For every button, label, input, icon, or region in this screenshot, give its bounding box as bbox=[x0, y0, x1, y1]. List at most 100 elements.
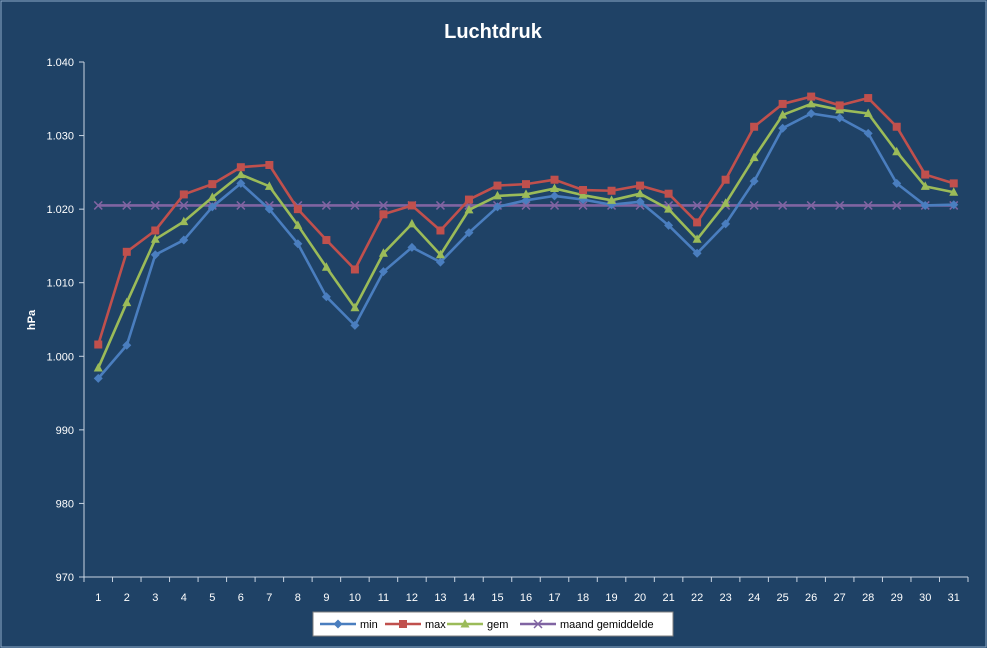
marker-stroke bbox=[435, 200, 445, 210]
marker-stroke bbox=[350, 200, 360, 210]
data-point-marker bbox=[464, 228, 474, 238]
x-tick-label: 13 bbox=[434, 592, 446, 604]
data-point-marker bbox=[207, 192, 217, 201]
data-point-marker bbox=[378, 200, 388, 210]
legend-label: max bbox=[425, 619, 446, 631]
data-point-marker bbox=[692, 248, 702, 258]
data-point-marker bbox=[264, 181, 274, 190]
marker-stroke bbox=[179, 200, 189, 210]
data-point-marker bbox=[435, 200, 445, 210]
marker-stroke bbox=[521, 200, 531, 210]
x-tick-label: 3 bbox=[152, 592, 158, 604]
marker-stroke bbox=[749, 200, 759, 210]
x-tick-label: 11 bbox=[378, 592, 389, 604]
data-point-marker bbox=[864, 94, 873, 103]
x-tick-label: 15 bbox=[491, 592, 503, 604]
data-point-marker bbox=[179, 216, 189, 226]
data-point-marker bbox=[93, 363, 103, 372]
legend-box bbox=[312, 611, 674, 637]
legend-item: max bbox=[385, 619, 446, 631]
data-point-marker bbox=[664, 189, 673, 198]
data-point-marker bbox=[863, 108, 873, 117]
data-point-marker bbox=[492, 202, 502, 212]
legend-item: min bbox=[320, 619, 378, 631]
legend-item: maand gemiddelde bbox=[520, 619, 654, 631]
data-point-marker bbox=[835, 101, 844, 110]
data-point-marker bbox=[436, 226, 445, 235]
x-tick-label: 9 bbox=[323, 592, 329, 604]
y-tick-label: 980 bbox=[56, 498, 74, 510]
data-point-marker bbox=[920, 200, 930, 210]
x-tick-label: 20 bbox=[634, 592, 646, 604]
data-point-marker bbox=[806, 200, 816, 210]
data-point-marker bbox=[636, 181, 645, 190]
x-tick-label: 27 bbox=[834, 592, 846, 604]
legend-label: min bbox=[360, 619, 378, 631]
data-point-marker bbox=[333, 619, 343, 629]
x-tick-label: 31 bbox=[948, 592, 960, 604]
data-point-marker bbox=[493, 181, 502, 190]
data-point-marker bbox=[579, 186, 588, 195]
data-point-marker bbox=[578, 190, 588, 199]
x-tick-label: 30 bbox=[919, 592, 931, 604]
data-point-marker bbox=[892, 178, 902, 188]
x-tick-label: 25 bbox=[777, 592, 789, 604]
x-tick-label: 2 bbox=[124, 592, 130, 604]
data-point-marker bbox=[835, 200, 845, 210]
legend-label: gem bbox=[487, 619, 508, 631]
data-point-marker bbox=[122, 200, 132, 210]
y-tick-label: 1.030 bbox=[46, 131, 74, 143]
data-point-marker bbox=[892, 146, 902, 156]
y-tick-label: 1.000 bbox=[46, 351, 74, 363]
marker-stroke bbox=[236, 200, 246, 210]
data-point-marker bbox=[464, 195, 473, 204]
data-point-marker bbox=[150, 250, 160, 260]
data-point-marker bbox=[863, 200, 873, 210]
x-tick-label: 21 bbox=[662, 592, 674, 604]
legend-item: gem bbox=[447, 619, 508, 631]
series-gem bbox=[93, 98, 959, 372]
data-point-marker bbox=[407, 242, 417, 252]
data-point-marker bbox=[321, 200, 331, 210]
marker-stroke bbox=[378, 200, 388, 210]
data-point-marker bbox=[236, 163, 245, 172]
data-point-marker bbox=[179, 235, 189, 245]
y-tick-label: 1.010 bbox=[46, 278, 74, 290]
x-tick-label: 24 bbox=[748, 592, 760, 604]
data-point-marker bbox=[122, 247, 131, 256]
data-point-marker bbox=[293, 205, 302, 214]
y-tick-label: 970 bbox=[56, 572, 74, 584]
data-point-marker bbox=[533, 619, 543, 629]
x-tick-label: 7 bbox=[266, 592, 272, 604]
data-point-marker bbox=[949, 200, 959, 210]
x-tick-label: 16 bbox=[520, 592, 532, 604]
data-point-marker bbox=[550, 191, 560, 201]
x-tick-label: 29 bbox=[891, 592, 903, 604]
data-point-marker bbox=[721, 175, 730, 184]
y-tick-label: 1.040 bbox=[46, 57, 74, 69]
data-point-marker bbox=[664, 220, 674, 230]
data-point-marker bbox=[721, 219, 731, 229]
marker-stroke bbox=[122, 200, 132, 210]
data-point-marker bbox=[521, 189, 531, 198]
data-point-marker bbox=[236, 169, 246, 179]
data-point-marker bbox=[521, 195, 531, 205]
data-point-marker bbox=[749, 176, 759, 186]
data-point-marker bbox=[692, 200, 702, 210]
data-point-marker bbox=[806, 109, 816, 118]
chart-title: Luchtdruk bbox=[444, 21, 543, 43]
data-point-marker bbox=[549, 200, 560, 210]
data-point-marker bbox=[778, 200, 788, 210]
data-point-marker bbox=[778, 109, 788, 119]
y-tick-label: 990 bbox=[56, 425, 74, 437]
data-point-marker bbox=[807, 92, 816, 101]
legend-label: maand gemiddelde bbox=[560, 619, 654, 631]
x-tick-label: 18 bbox=[577, 592, 589, 604]
marker-stroke bbox=[863, 200, 873, 210]
data-point-marker bbox=[635, 188, 645, 198]
data-point-marker bbox=[293, 220, 303, 229]
data-point-marker bbox=[407, 218, 417, 228]
data-point-marker bbox=[492, 190, 502, 200]
